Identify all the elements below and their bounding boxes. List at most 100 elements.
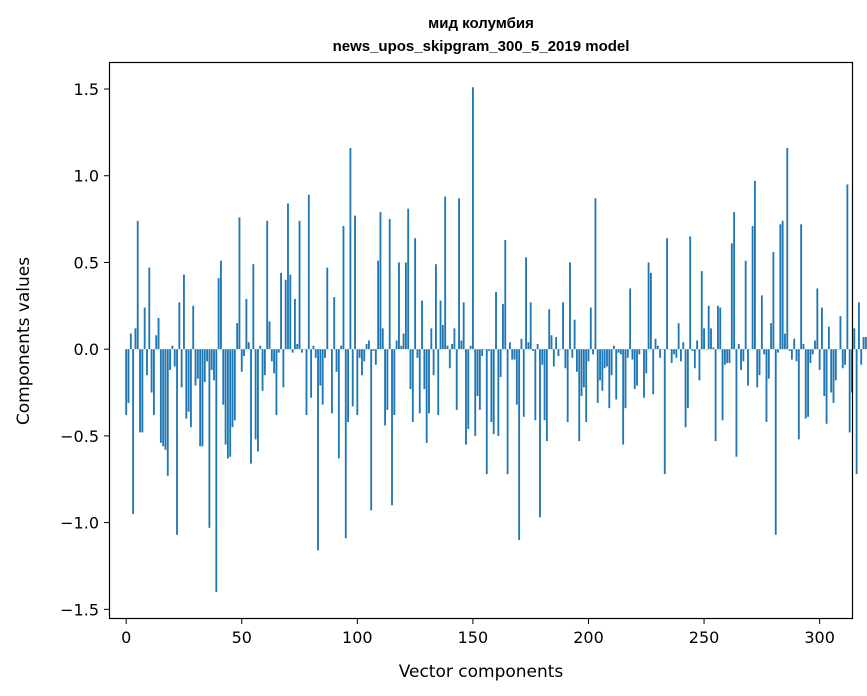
bar: [134, 328, 137, 350]
bar: [550, 335, 553, 350]
bar: [439, 300, 442, 350]
bar: [478, 349, 481, 410]
bar: [266, 220, 269, 350]
x-tick-label: 0: [121, 628, 131, 647]
bar: [848, 349, 851, 433]
bar: [534, 349, 537, 421]
bar: [777, 349, 779, 353]
bar: [735, 349, 738, 457]
bar: [756, 349, 759, 388]
bar: [515, 349, 518, 405]
bar: [599, 349, 601, 381]
bar: [391, 349, 393, 506]
bar: [636, 349, 638, 386]
bar: [677, 323, 680, 350]
bar: [386, 349, 389, 410]
bar: [793, 338, 796, 350]
bar: [125, 349, 128, 416]
chart-title: мид колумбия: [428, 15, 534, 32]
bar: [696, 340, 699, 350]
bar: [753, 180, 756, 350]
bar: [603, 349, 606, 369]
bar: [654, 338, 657, 350]
x-axis: 0 50 100 150 200 250 300: [121, 618, 835, 647]
x-tick-label: 300: [804, 628, 835, 647]
bar: [407, 208, 410, 350]
bar: [259, 345, 262, 350]
bar: [441, 324, 444, 350]
bar: [199, 349, 202, 447]
bar: [213, 349, 215, 381]
bar: [370, 349, 373, 511]
bar: [532, 349, 534, 351]
bar: [365, 343, 368, 350]
y-tick-label: −1.5: [60, 600, 99, 619]
bar: [143, 307, 146, 350]
bar: [469, 345, 472, 350]
bar: [176, 349, 178, 535]
bar: [448, 349, 451, 369]
bar: [374, 349, 377, 365]
bar: [414, 238, 417, 350]
bar: [460, 340, 463, 350]
bar: [737, 343, 740, 350]
bar: [790, 349, 793, 360]
bar: [601, 349, 604, 391]
bar: [536, 343, 539, 350]
x-tick-label: 150: [458, 628, 489, 647]
bar-series: [125, 87, 867, 592]
bar: [245, 298, 248, 350]
bar: [222, 349, 225, 405]
bar: [772, 252, 775, 350]
bar: [707, 305, 710, 350]
bar: [171, 345, 174, 350]
bar: [811, 349, 814, 355]
bar: [508, 342, 511, 350]
bar: [545, 349, 548, 442]
bar: [744, 260, 747, 350]
bar: [552, 349, 555, 367]
bar: [159, 349, 162, 443]
bar: [675, 349, 678, 358]
bar: [573, 319, 576, 350]
bar: [629, 288, 632, 350]
bar: [717, 305, 719, 350]
x-tick-label: 200: [573, 628, 604, 647]
bar: [830, 349, 833, 393]
bar: [619, 349, 622, 355]
bar: [700, 271, 703, 350]
bar: [270, 349, 273, 362]
bar: [337, 349, 340, 459]
bar: [361, 349, 363, 376]
bar: [656, 345, 659, 350]
bar: [435, 264, 437, 350]
bar: [155, 335, 158, 350]
bar: [381, 328, 384, 350]
bar: [377, 260, 380, 350]
bar: [404, 262, 407, 350]
bar: [624, 349, 627, 409]
bar: [481, 349, 484, 357]
bar: [818, 349, 821, 370]
bar: [814, 340, 816, 350]
bar: [402, 333, 405, 350]
bar: [643, 349, 645, 398]
bar: [284, 279, 287, 350]
plot-area-frame: [108, 61, 854, 620]
bar: [451, 343, 454, 350]
bar: [541, 349, 544, 365]
y-tick-label: −1.0: [60, 514, 99, 533]
bar: [596, 349, 599, 403]
bar: [305, 349, 308, 416]
bar: [807, 349, 810, 417]
bar: [157, 317, 160, 350]
bar: [314, 349, 317, 358]
bar: [860, 349, 863, 365]
bar: [684, 349, 687, 428]
bar: [576, 349, 578, 372]
bar: [393, 349, 396, 416]
bar: [825, 349, 828, 424]
bar: [416, 349, 419, 358]
bar: [307, 194, 310, 350]
bar: [622, 349, 625, 445]
